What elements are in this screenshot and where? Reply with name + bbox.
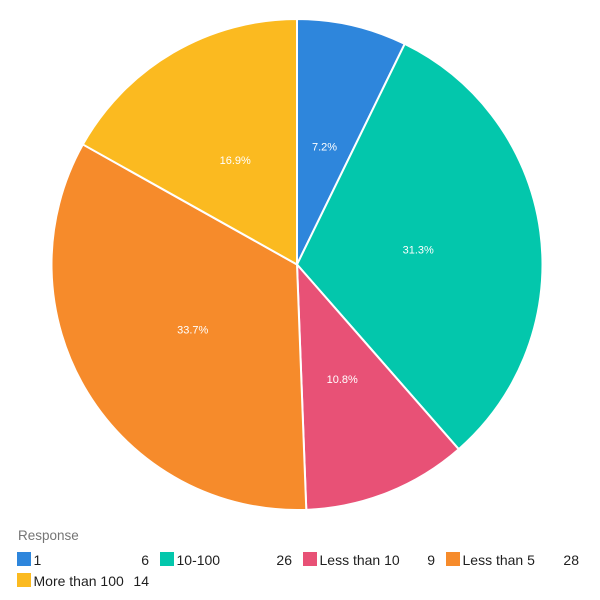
svg-text:31.3%: 31.3%: [403, 244, 434, 256]
svg-text:10.8%: 10.8%: [327, 374, 358, 386]
svg-text:7.2%: 7.2%: [312, 141, 337, 153]
svg-text:16.9%: 16.9%: [220, 155, 251, 167]
svg-text:33.7%: 33.7%: [177, 324, 208, 336]
